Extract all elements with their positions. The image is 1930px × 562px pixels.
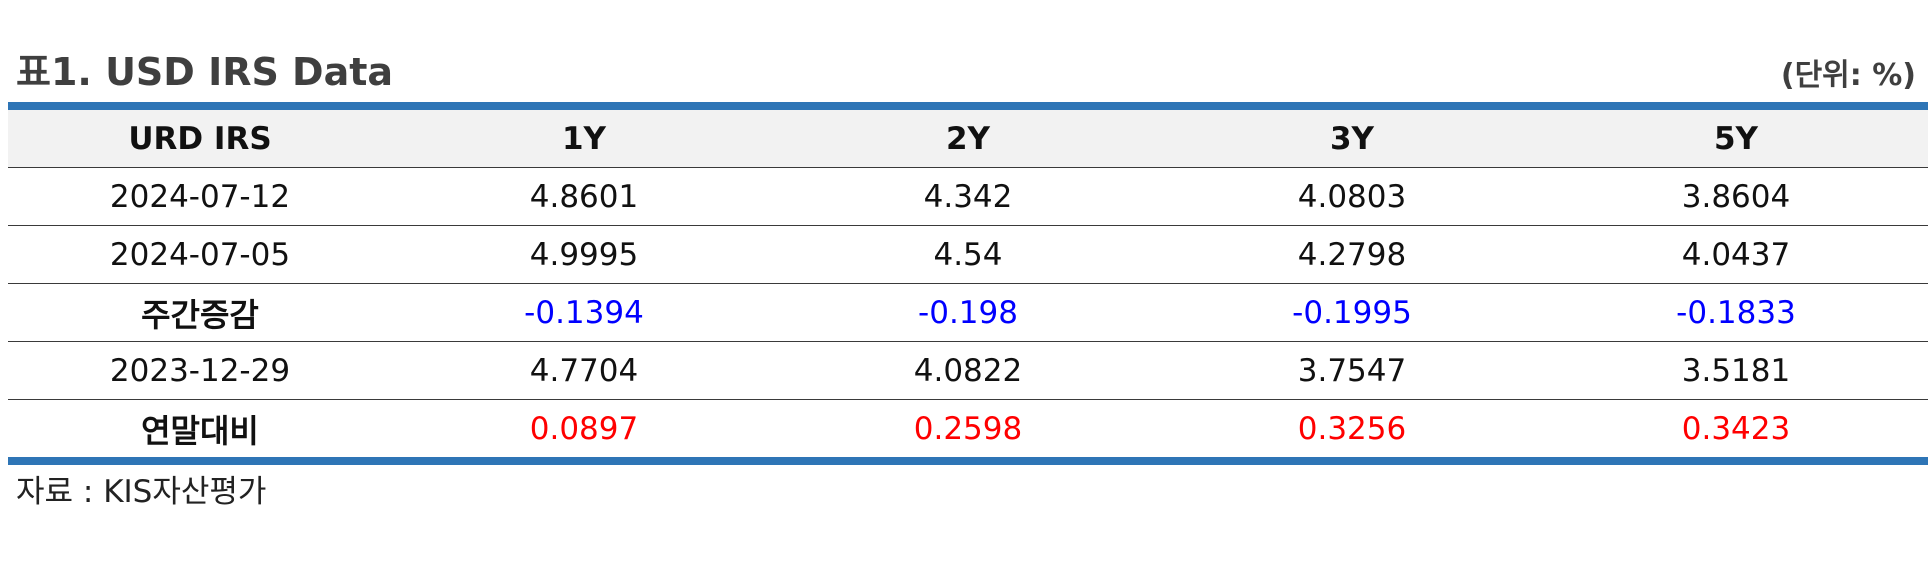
cell-2y: 0.2598 [913, 410, 1023, 447]
header-3y: 3Y [1160, 110, 1544, 168]
weekly-change-row: 주간증감 -0.1394 -0.198 -0.1995 -0.1833 [8, 283, 1928, 342]
cell-2y: 4.0822 [776, 341, 1160, 400]
cell-5y: 4.0437 [1544, 225, 1928, 284]
header-1y: 1Y [392, 110, 776, 168]
header-label: URD IRS [8, 110, 392, 168]
cell-1y: -0.1394 [392, 283, 776, 342]
source-note: 자료 : KIS자산평가 [16, 474, 267, 510]
cell-5y: -0.1833 [1544, 283, 1928, 342]
year-end-change-row: 연말대비 0.0897 0.2598 0.3256 0.3423 [8, 400, 1928, 458]
unit-label: (단위: %) [1780, 58, 1916, 93]
header-5y: 5Y [1544, 110, 1928, 168]
cell-5y: 0.3423 [1681, 410, 1791, 447]
cell-3y: 4.0803 [1160, 167, 1544, 226]
table-row: 2023-12-29 4.7704 4.0822 3.7547 3.5181 [8, 341, 1928, 400]
cell-5y: 3.5181 [1544, 341, 1928, 400]
row-label-year-end-change: 연말대비 [141, 411, 259, 450]
cell-1y: 4.9995 [392, 225, 776, 284]
cell-2y: -0.198 [776, 283, 1160, 342]
row-label-weekly-change: 주간증감 [8, 283, 392, 342]
table-row: 2024-07-05 4.9995 4.54 4.2798 4.0437 [8, 225, 1928, 284]
row-date: 2024-07-05 [8, 225, 392, 284]
table-title: 표1. USD IRS Data [16, 50, 394, 94]
row-date: 2023-12-29 [8, 341, 392, 400]
table-row: 2024-07-12 4.8601 4.342 4.0803 3.8604 [8, 167, 1928, 226]
cell-3y: 3.7547 [1160, 341, 1544, 400]
table-header-row: URD IRS 1Y 2Y 3Y 5Y [8, 110, 1928, 168]
cell-2y: 4.342 [776, 167, 1160, 226]
cell-5y: 3.8604 [1544, 167, 1928, 226]
cell-3y: -0.1995 [1160, 283, 1544, 342]
row-date: 2024-07-12 [8, 167, 392, 226]
title-row: 표1. USD IRS Data (단위: %) [16, 48, 1916, 102]
cell-1y: 0.0897 [529, 410, 639, 447]
cell-3y: 0.3256 [1297, 410, 1407, 447]
cell-2y: 4.54 [776, 225, 1160, 284]
cell-1y: 4.7704 [392, 341, 776, 400]
irs-table-container: URD IRS 1Y 2Y 3Y 5Y 2024-07-12 4.8601 4.… [8, 102, 1928, 465]
irs-table: URD IRS 1Y 2Y 3Y 5Y 2024-07-12 4.8601 4.… [8, 110, 1928, 457]
cell-3y: 4.2798 [1160, 225, 1544, 284]
header-2y: 2Y [776, 110, 1160, 168]
cell-1y: 4.8601 [392, 167, 776, 226]
